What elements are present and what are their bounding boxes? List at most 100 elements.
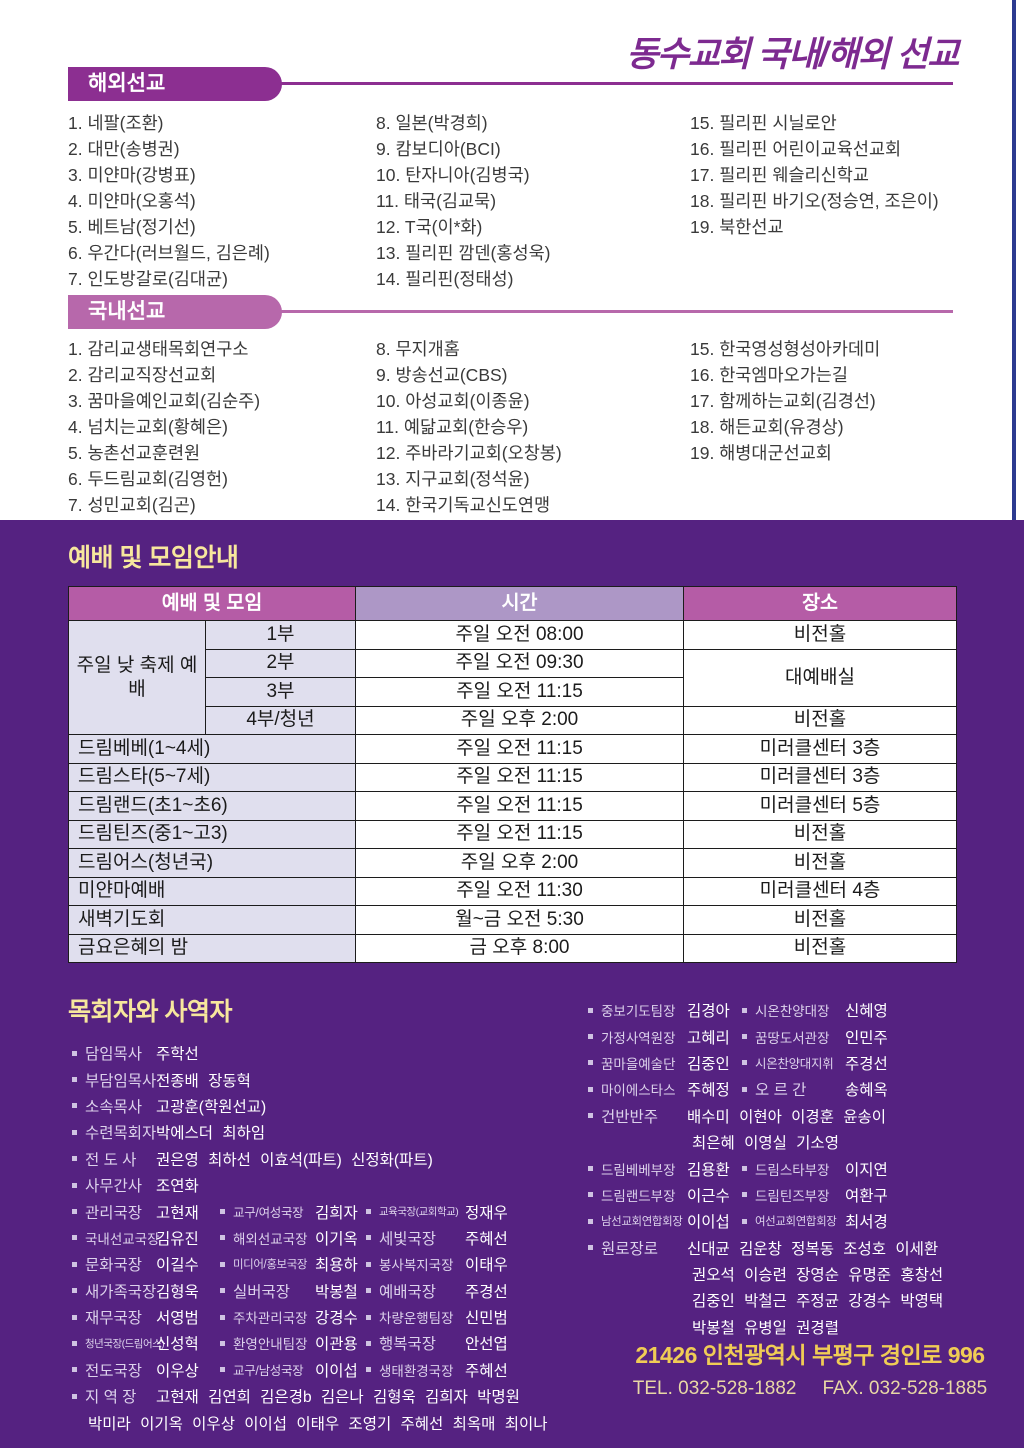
domestic-mission-list-col-3: 15. 한국영성형성아카데미 16. 한국엠마오가는길 17. 함께하는교회(김경선…: [690, 336, 880, 466]
staff-pair: 드림틴즈부장 여환구: [742, 1184, 888, 1206]
mission-item: 6. 두드림교회(김영헌): [68, 469, 228, 489]
staff-names: 인민주: [845, 1029, 888, 1047]
mission-item: 8. 일본(박경희): [376, 113, 488, 133]
staff-role-label: 주차관리국장: [233, 1311, 308, 1327]
table-row: 새벽기도회 월~금 오전 5:30 비전홀: [67, 905, 958, 935]
staff-names: 김희자: [315, 1204, 358, 1222]
staff-pair: 남선교회연합회장 이이섭: [588, 1210, 742, 1232]
staff-role-label: 관리국장: [85, 1204, 143, 1222]
section-header-overseas: 해외선교: [68, 67, 282, 101]
table-cell: 비전홀: [683, 848, 958, 878]
staff-role-label: 드림베베부장: [601, 1162, 676, 1178]
staff-pair: 지 역 장 고현재 김연희 김은경b 김은나 김형욱 김희자 박명원: [72, 1385, 520, 1407]
table-cell: 비전홀: [683, 905, 958, 935]
table-cell: 비전홀: [683, 933, 958, 963]
section-header-domestic: 국내선교: [68, 295, 282, 329]
staff-role-label: 담임목사: [85, 1046, 143, 1064]
staff-role-label: 교육국장(교회학교): [379, 1206, 459, 1219]
staff-row: 가정사역원장 고혜리 꿈땅도서관장 인민주: [588, 1023, 1018, 1049]
bullet-icon: [220, 1288, 225, 1294]
table-cell: 미러클센터 5층: [683, 791, 958, 821]
staff-names: 주혜선: [465, 1230, 508, 1248]
staff-row: 드림베베부장 김용환 드림스타부장 이지연: [588, 1155, 1018, 1181]
staff-pair: 주차관리국장 강경수: [220, 1306, 366, 1328]
table-row: 드림스타(5~7세) 주일 오전 11:15 미러클센터 3층: [67, 762, 958, 792]
mission-item: 14. 필리핀(정태성): [376, 269, 514, 289]
mission-item: 8. 무지개홈: [376, 339, 460, 359]
staff-role-label: 미디어/홍보국장: [233, 1259, 308, 1272]
mission-item: 9. 방송선교(CBS): [376, 365, 508, 385]
bullet-icon: [72, 1393, 77, 1399]
table-cell: 미얀마예배: [67, 876, 357, 906]
staff-names: 신대균 김운창 정복동 조성호 이세환: [687, 1240, 939, 1258]
staff-row: 꿈마을예술단 김중인 시온찬양대지휘 주경선: [588, 1050, 1018, 1076]
mission-item: 1. 네팔(조환): [68, 113, 164, 133]
staff-names: 고혜리: [687, 1029, 730, 1047]
mission-item: 1. 감리교생태목회연구소: [68, 339, 249, 359]
bullet-icon: [72, 1340, 77, 1346]
staff-names: 김유진: [156, 1230, 199, 1248]
staff-role-label: 수련목회자: [85, 1125, 157, 1143]
staff-role-label: 지 역 장: [85, 1389, 137, 1407]
staff-role-label: 교구/남성국장: [233, 1364, 304, 1379]
staff-names: 이우상: [156, 1362, 199, 1380]
footer-contact-block: 21426 인천광역시 부평구 경인로 996 TEL. 032-528-188…: [600, 1336, 1020, 1400]
mission-item: 15. 필리핀 시닐로안: [690, 113, 837, 133]
bullet-icon: [366, 1235, 371, 1241]
staff-role-label: 청년국장(드림어스): [85, 1337, 165, 1350]
staff-row: 부담임목사 전종배 장동혁: [72, 1066, 596, 1092]
table-cell: 3부: [204, 677, 357, 707]
staff-pair: 재무국장 서영범: [72, 1306, 220, 1328]
staff-pair: 소속목사 고광훈(학원선교): [72, 1095, 266, 1117]
mission-item: 17. 필리핀 웨슬리신학교: [690, 165, 869, 185]
staff-names: 고광훈(학원선교): [156, 1098, 267, 1116]
bullet-icon: [366, 1209, 371, 1215]
staff-pair: 예배국장 주경선: [366, 1280, 508, 1302]
staff-role-label: 전 도 사: [85, 1151, 137, 1169]
staff-pair: 여선교회연합회장 최서경: [742, 1210, 888, 1232]
overseas-mission-list-col-3: 15. 필리핀 시닐로안 16. 필리핀 어린이교육선교회 17. 필리핀 웨슬리신…: [690, 110, 939, 240]
staff-names: 이이섭: [687, 1214, 730, 1232]
staff-pair: 청년국장(드림어스) 신성혁: [72, 1332, 220, 1354]
staff-role-label: 원로장로: [601, 1240, 659, 1258]
staff-role-label: 재무국장: [85, 1310, 143, 1328]
table-cell: 4부/청년: [204, 705, 357, 735]
staff-names: 주혜선: [465, 1362, 508, 1380]
staff-row: 중보기도팀장 김경아 시온찬양대장 신혜영: [588, 997, 1018, 1023]
staff-pair: 새가족국장 김형욱: [72, 1280, 220, 1302]
staff-role-label: 중보기도팀장: [601, 1004, 676, 1020]
staff-pair: 드림스타부장 이지연: [742, 1158, 888, 1180]
staff-row: 지 역 장 고현재 김연희 김은경b 김은나 김형욱 김희자 박명원: [72, 1383, 596, 1409]
bullet-icon: [72, 1156, 77, 1162]
bullet-icon: [742, 1007, 747, 1013]
table-cell: 주일 오전 11:15: [355, 734, 685, 764]
mission-item: 2. 감리교직장선교회: [68, 365, 217, 385]
table-row: 드림어스(청년국) 주일 오후 2:00 비전홀: [67, 848, 958, 878]
staff-row: 원로장로 신대균 김운창 정복동 조성호 이세환: [588, 1235, 1018, 1261]
column-header: 예배 및 모임: [67, 586, 357, 621]
staff-row: 국내선교국장 김유진 해외선교국장 이기옥 세빛국장 주혜선: [72, 1225, 596, 1251]
staff-names: 고현재 김연희 김은경b 김은나 김형욱 김희자 박명원: [156, 1389, 520, 1407]
staff-names: 박미라 이기옥 이우상 이이섭 이태우 조영기 주혜선 최옥매 최이나: [88, 1415, 548, 1433]
mission-item: 5. 베트남(정기선): [68, 217, 196, 237]
mission-item: 16. 한국엠마오가는길: [690, 365, 848, 385]
bullet-icon: [742, 1192, 747, 1198]
mission-item: 7. 성민교회(김곤): [68, 495, 196, 515]
staff-pair: 드림베베부장 김용환: [588, 1158, 742, 1180]
table-cell: 주일 오전 11:15: [355, 819, 685, 849]
bullet-icon: [588, 1166, 593, 1172]
mission-item: 12. 주바라기교회(오창봉): [376, 443, 562, 463]
staff-names: 신성혁: [156, 1336, 199, 1354]
staff-pair: 부담임목사 전종배 장동혁: [72, 1069, 251, 1091]
staff-role-label: 새가족국장: [85, 1283, 157, 1301]
staff-pair: 문화국장 이길수: [72, 1253, 220, 1275]
mission-item: 15. 한국영성형성아카데미: [690, 339, 881, 359]
staff-pair: 꿈마을예술단 김중인: [588, 1052, 742, 1074]
staff-role-label: 국내선교국장: [85, 1231, 160, 1247]
bullet-icon: [588, 1007, 593, 1013]
staff-role-label: 봉사복지국장: [379, 1258, 454, 1274]
staff-pair: 교구/여성국장 김희자: [220, 1201, 366, 1223]
staff-list-right: 중보기도팀장 김경아 시온찬양대장 신혜영 가정사역원장 고혜리 꿈땅도서관장 인민주 꿈마을예…: [588, 997, 1018, 1340]
staff-pair: 마이에스타스 주혜정: [588, 1078, 742, 1100]
bullet-icon: [742, 1086, 747, 1092]
